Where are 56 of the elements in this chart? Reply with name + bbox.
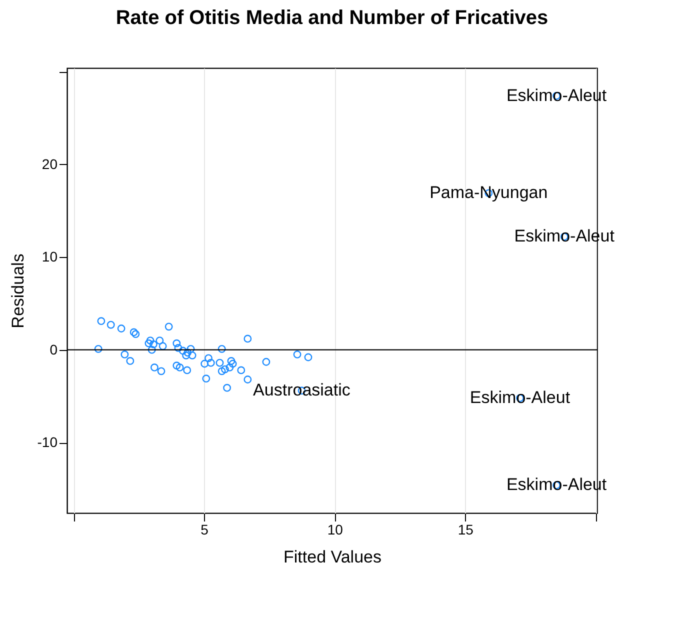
point [130, 328, 138, 336]
point [117, 324, 126, 332]
point [172, 362, 181, 370]
point [150, 364, 158, 372]
point [202, 374, 210, 383]
point [94, 344, 102, 353]
y-tick-label: 20 [42, 156, 58, 172]
point [218, 344, 226, 353]
point [146, 336, 154, 345]
point [144, 339, 153, 348]
point [149, 340, 158, 348]
point [293, 350, 302, 358]
x-tick-label: 5 [200, 522, 209, 538]
point [132, 330, 140, 338]
point [200, 360, 209, 368]
y-tick-label: 0 [50, 341, 58, 358]
point [174, 344, 182, 352]
annotation: Pama-Nyungan [430, 183, 548, 202]
point [228, 360, 237, 368]
point [262, 358, 270, 366]
point [184, 348, 192, 357]
point [226, 364, 234, 372]
point [216, 358, 224, 367]
point [126, 357, 134, 365]
y-axis-title: Residuals [8, 254, 28, 328]
y-tick-label: 10 [42, 248, 58, 265]
point [158, 342, 167, 350]
point [148, 346, 156, 354]
point [106, 320, 115, 329]
point [304, 353, 312, 362]
y-tick-label: -10 [37, 434, 58, 450]
point [223, 384, 231, 392]
point [244, 376, 252, 384]
point [176, 364, 184, 372]
point [156, 336, 164, 345]
x-tick-label: 10 [327, 522, 344, 538]
point [186, 344, 195, 353]
point [227, 357, 236, 365]
point [204, 354, 212, 362]
x-axis-title: Fitted Values [284, 548, 382, 566]
point [164, 322, 173, 331]
point [188, 351, 196, 360]
point [244, 334, 252, 343]
point [97, 317, 106, 326]
point [218, 367, 226, 376]
point [172, 339, 181, 348]
point [183, 366, 192, 374]
point [178, 346, 187, 355]
point [157, 367, 166, 376]
x-tick-label: 15 [458, 522, 474, 538]
point [237, 366, 246, 374]
point [206, 358, 215, 367]
point [182, 351, 190, 360]
point [221, 365, 229, 374]
point [120, 350, 129, 358]
chart-title: Rate of Otitis Media and Number of Fricatives [116, 7, 548, 29]
